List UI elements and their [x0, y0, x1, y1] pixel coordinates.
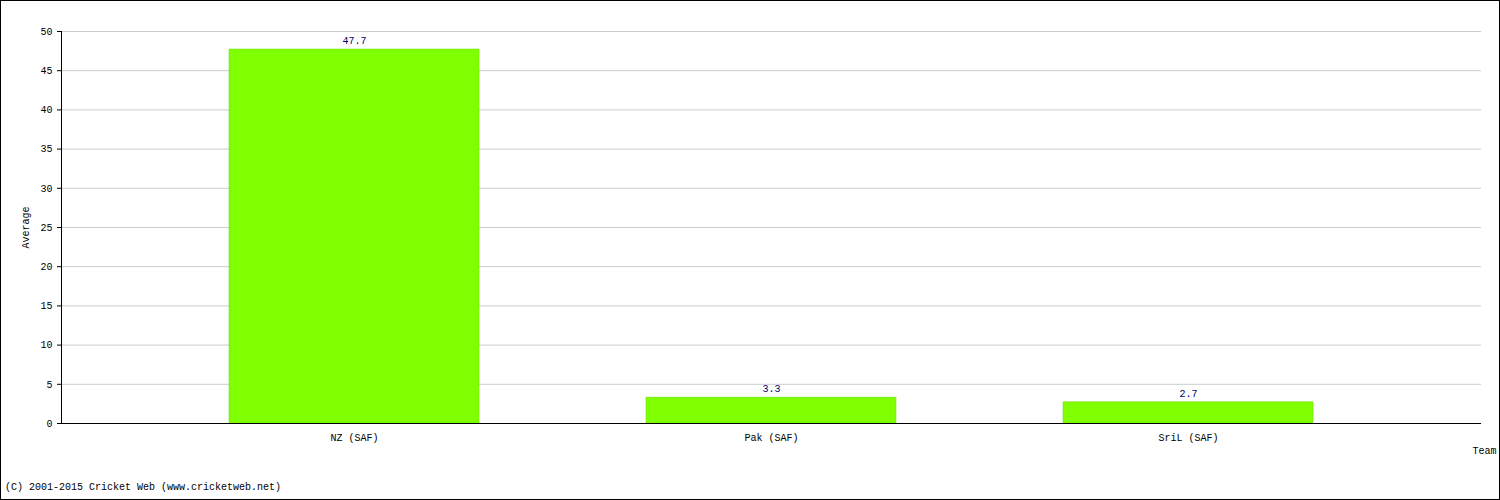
svg-text:Team: Team: [1472, 446, 1496, 457]
svg-text:Pak (SAF): Pak (SAF): [744, 433, 798, 444]
svg-text:20: 20: [40, 262, 52, 273]
svg-text:50: 50: [40, 27, 52, 38]
svg-text:Average: Average: [21, 206, 32, 248]
svg-text:5: 5: [46, 380, 52, 391]
svg-text:15: 15: [40, 301, 52, 312]
svg-text:45: 45: [40, 66, 52, 77]
svg-text:NZ (SAF): NZ (SAF): [330, 433, 378, 444]
svg-text:30: 30: [40, 184, 52, 195]
svg-text:47.7: 47.7: [342, 36, 366, 47]
svg-text:35: 35: [40, 144, 52, 155]
svg-text:40: 40: [40, 105, 52, 116]
html-text:(C) 2001-2015 Cricket Web (www: (C) 2001-2015 Cricket Web (www.cricketwe…: [5, 482, 281, 493]
svg-text:0: 0: [46, 419, 52, 430]
svg-text:2.7: 2.7: [1179, 389, 1197, 400]
svg-text:3.3: 3.3: [762, 384, 780, 395]
svg-text:SriL (SAF): SriL (SAF): [1158, 433, 1218, 444]
svg-text:25: 25: [40, 223, 52, 234]
svg-text:10: 10: [40, 340, 52, 351]
